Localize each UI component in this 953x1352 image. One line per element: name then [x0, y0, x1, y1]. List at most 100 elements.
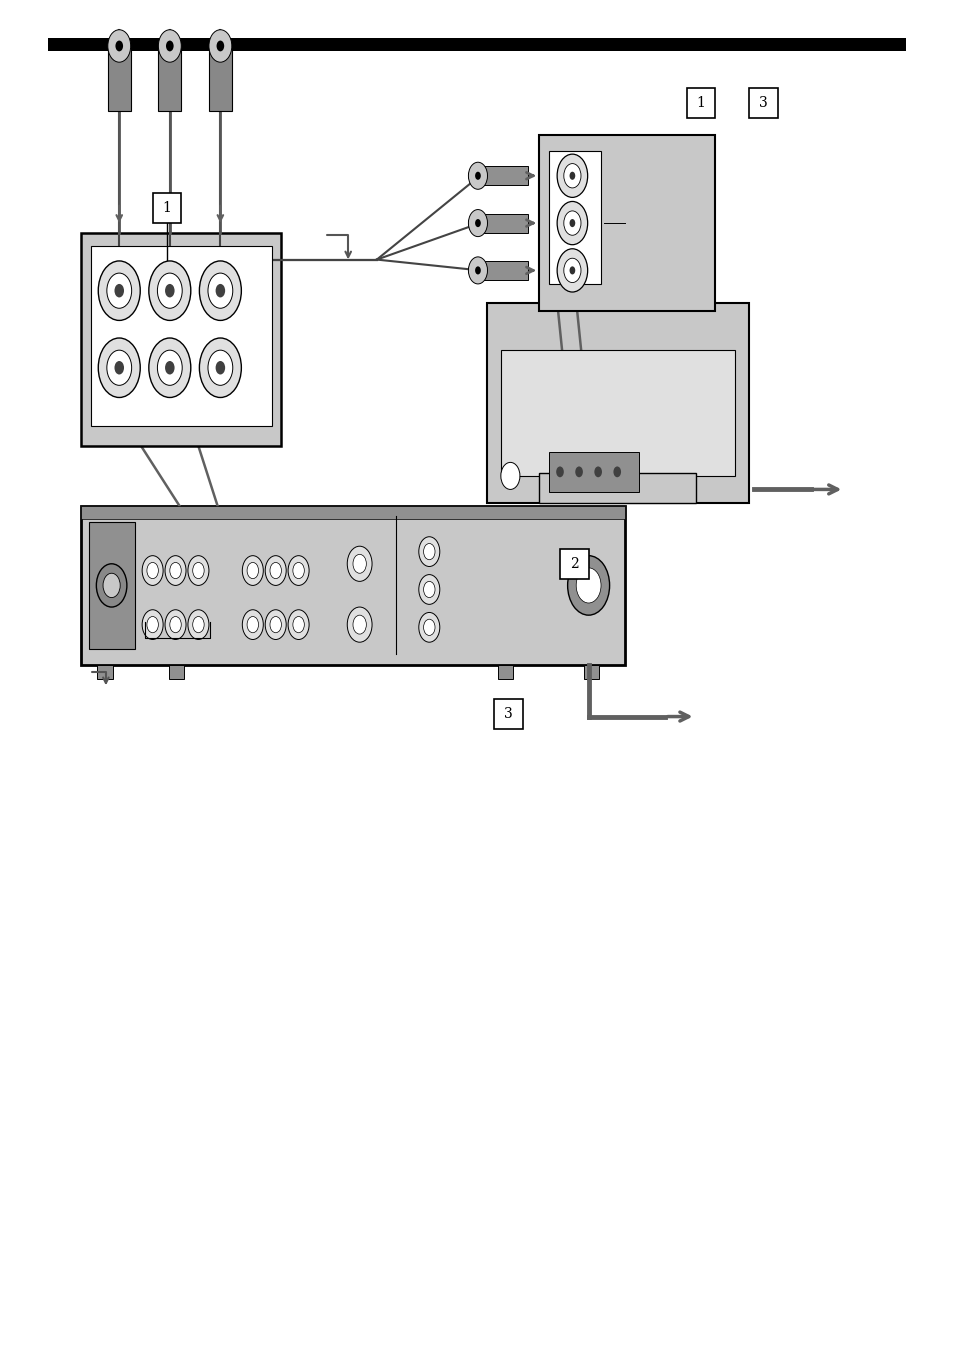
Bar — [748, 88, 777, 118]
Circle shape — [563, 258, 580, 283]
Circle shape — [353, 554, 366, 573]
Circle shape — [265, 556, 286, 585]
Circle shape — [563, 211, 580, 235]
Circle shape — [193, 617, 204, 633]
Circle shape — [270, 617, 281, 633]
Circle shape — [556, 466, 563, 477]
Circle shape — [242, 556, 263, 585]
Circle shape — [98, 261, 140, 320]
Circle shape — [209, 30, 232, 62]
Bar — [477, 261, 527, 280]
Circle shape — [147, 562, 158, 579]
Bar — [108, 46, 131, 111]
Bar — [477, 214, 527, 233]
Circle shape — [557, 249, 587, 292]
Circle shape — [215, 361, 225, 375]
Circle shape — [563, 164, 580, 188]
Circle shape — [575, 466, 582, 477]
Circle shape — [199, 261, 241, 320]
Text: 3: 3 — [503, 707, 513, 721]
Circle shape — [418, 575, 439, 604]
Bar — [486, 303, 748, 503]
Circle shape — [114, 284, 124, 297]
Circle shape — [475, 172, 480, 180]
Circle shape — [557, 154, 587, 197]
Circle shape — [115, 41, 123, 51]
Circle shape — [165, 284, 174, 297]
Bar — [89, 522, 134, 649]
Bar — [152, 193, 181, 223]
Bar — [209, 46, 232, 111]
Bar — [494, 699, 522, 729]
Text: 1: 1 — [162, 201, 172, 215]
Circle shape — [569, 266, 575, 274]
Circle shape — [247, 562, 258, 579]
Circle shape — [193, 562, 204, 579]
Bar — [91, 246, 272, 426]
Circle shape — [199, 338, 241, 397]
Bar — [97, 665, 112, 679]
Circle shape — [188, 610, 209, 639]
Circle shape — [500, 462, 519, 489]
Circle shape — [418, 537, 439, 566]
Circle shape — [114, 361, 124, 375]
Bar — [548, 151, 600, 284]
Circle shape — [475, 219, 480, 227]
Circle shape — [288, 610, 309, 639]
Circle shape — [188, 556, 209, 585]
Bar — [48, 38, 905, 51]
Circle shape — [347, 607, 372, 642]
Circle shape — [215, 284, 225, 297]
Bar — [548, 452, 639, 492]
Circle shape — [468, 257, 487, 284]
Circle shape — [567, 556, 609, 615]
Circle shape — [288, 556, 309, 585]
Circle shape — [108, 30, 131, 62]
Bar — [477, 166, 527, 185]
Circle shape — [423, 619, 435, 635]
Circle shape — [208, 350, 233, 385]
Circle shape — [208, 273, 233, 308]
Bar — [538, 135, 715, 311]
Circle shape — [157, 273, 182, 308]
Circle shape — [98, 338, 140, 397]
Bar — [81, 233, 281, 446]
Circle shape — [265, 610, 286, 639]
Circle shape — [242, 610, 263, 639]
Circle shape — [270, 562, 281, 579]
Circle shape — [594, 466, 601, 477]
Bar — [81, 506, 624, 519]
Bar — [158, 46, 181, 111]
Circle shape — [166, 41, 173, 51]
Text: 2: 2 — [569, 557, 578, 571]
Circle shape — [149, 261, 191, 320]
Circle shape — [353, 615, 366, 634]
Circle shape — [613, 466, 620, 477]
Text: 3: 3 — [758, 96, 767, 110]
Text: 1: 1 — [696, 96, 705, 110]
Circle shape — [170, 617, 181, 633]
Circle shape — [103, 573, 120, 598]
Circle shape — [165, 556, 186, 585]
Bar — [583, 665, 598, 679]
Circle shape — [165, 610, 186, 639]
Circle shape — [170, 562, 181, 579]
Circle shape — [158, 30, 181, 62]
Bar — [81, 506, 624, 665]
Circle shape — [293, 617, 304, 633]
Circle shape — [468, 162, 487, 189]
Circle shape — [142, 610, 163, 639]
Circle shape — [107, 350, 132, 385]
Circle shape — [247, 617, 258, 633]
Circle shape — [418, 612, 439, 642]
Bar — [497, 665, 513, 679]
Circle shape — [96, 564, 127, 607]
Circle shape — [165, 361, 174, 375]
Circle shape — [468, 210, 487, 237]
Circle shape — [293, 562, 304, 579]
Circle shape — [216, 41, 224, 51]
Circle shape — [157, 350, 182, 385]
Bar — [538, 473, 696, 503]
Bar — [169, 665, 184, 679]
Circle shape — [147, 617, 158, 633]
